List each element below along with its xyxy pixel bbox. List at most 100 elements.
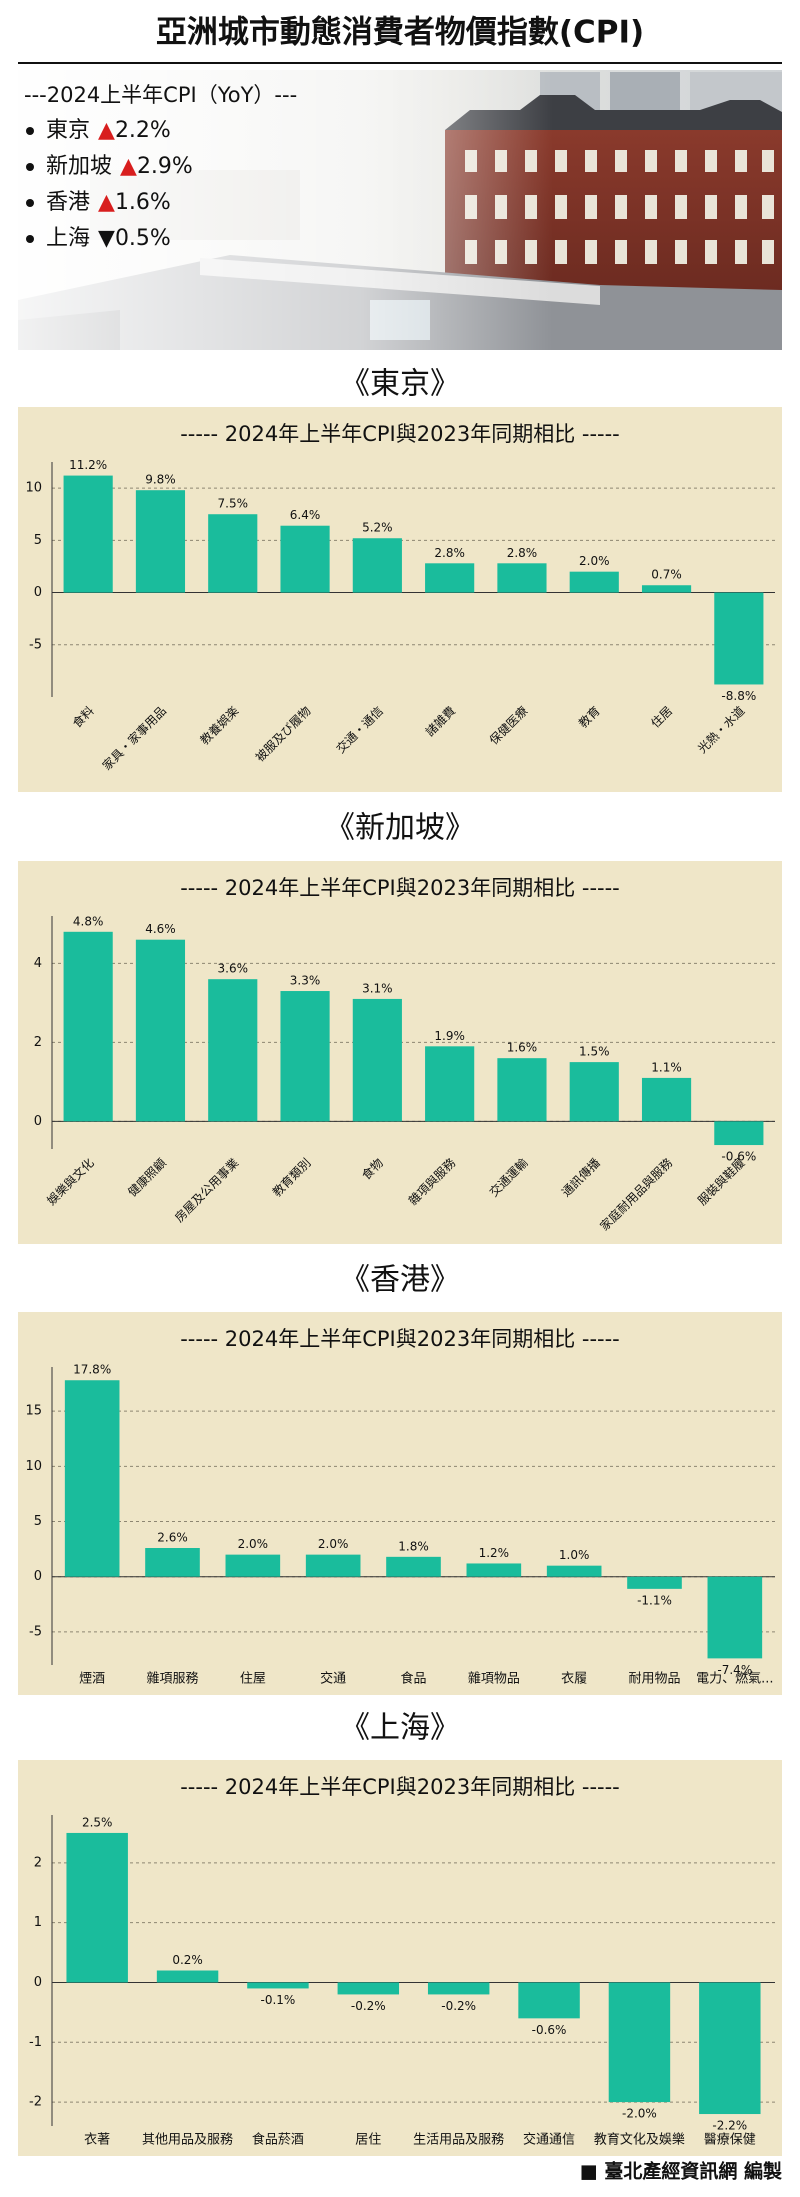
value-label: 7.5% [218, 497, 249, 511]
x-tick-label: 醫療保健 [704, 2133, 756, 2148]
bar [546, 1565, 602, 1577]
bar [337, 1982, 400, 1995]
bar [569, 1062, 619, 1122]
value-label: 4.6% [145, 922, 176, 936]
y-tick-label: 5 [34, 1514, 42, 1529]
value-label: 6.4% [290, 508, 321, 522]
page-title: 亞洲城市動態消費者物價指數(CPI) [156, 15, 644, 51]
value-label: 2.6% [157, 1531, 188, 1545]
x-tick-label: 居住 [355, 2133, 381, 2148]
x-tick-label: 雜項物品 [468, 1672, 520, 1687]
x-tick-label: 食品菸酒 [252, 2132, 304, 2148]
bar [66, 1832, 128, 1983]
bar [608, 1982, 671, 2103]
footer-credit: ■ 臺北產經資訊網 編製 [580, 2160, 782, 2183]
x-tick-label: 雜項服務 [146, 1672, 198, 1687]
x-tick-label: 衣履 [561, 1671, 587, 1687]
value-label: 1.0% [559, 1548, 590, 1562]
bar [707, 1576, 763, 1659]
bullet [26, 235, 34, 243]
chart-title: ----- 2024年上半年CPI與2023年同期相比 ----- [180, 422, 620, 446]
bar [135, 490, 186, 593]
summary-row: 東京 ▲2.2% [46, 118, 171, 143]
chart-heading: 《新加坡》 [325, 811, 475, 846]
x-tick-label: 煙酒 [79, 1672, 105, 1687]
value-label: -8.8% [721, 689, 756, 703]
change: 0.5% [115, 226, 171, 251]
value-label: 3.3% [290, 974, 321, 988]
bullet [26, 199, 34, 207]
bar [627, 1576, 682, 1589]
x-tick-label: 教育文化及娛樂 [594, 2132, 685, 2148]
charts: 《東京》 ----- 2024年上半年CPI與2023年同期相比 ----- -5 0… [18, 367, 782, 2156]
change: 2.2% [115, 118, 171, 143]
bar [63, 475, 113, 593]
y-tick-label: 0 [34, 1975, 42, 1990]
city: 東京 [46, 118, 90, 143]
x-tick-label: 交通 [320, 1671, 346, 1687]
value-label: 3.1% [362, 981, 393, 995]
y-tick-label: 0 [34, 585, 42, 600]
bar [569, 571, 619, 593]
marker: ▲ [98, 190, 115, 215]
bar [518, 1982, 580, 2019]
y-tick-label: 0 [34, 1569, 42, 1584]
value-label: -2.2% [712, 2119, 747, 2133]
value-label: -0.6% [532, 2023, 567, 2037]
bar [64, 1380, 120, 1577]
bar [247, 1982, 309, 1989]
change: 1.6% [115, 190, 171, 215]
x-tick-label: 電力、燃氣... [696, 1671, 773, 1687]
value-label: 1.8% [398, 1539, 429, 1553]
y-tick-label: -2 [29, 2095, 42, 2110]
city: 上海 [46, 226, 90, 251]
y-tick-label: 4 [34, 956, 42, 971]
bar [135, 939, 186, 1122]
y-tick-label: 10 [25, 1459, 42, 1474]
value-label: 2.5% [82, 1815, 113, 1829]
value-label: 1.5% [579, 1045, 610, 1059]
chart-heading: 《上海》 [340, 1711, 460, 1746]
y-tick-label: 1 [34, 1915, 42, 1930]
value-label: 2.0% [579, 554, 610, 568]
value-label: 2.8% [507, 546, 538, 560]
bar [208, 514, 258, 593]
y-tick-label: -1 [29, 2035, 42, 2050]
bar [699, 1982, 761, 2115]
value-label: -7.4% [717, 1663, 752, 1677]
bar [63, 931, 113, 1122]
value-label: 2.0% [318, 1537, 349, 1551]
value-label: 0.2% [172, 1953, 203, 1967]
value-label: 1.2% [479, 1546, 510, 1560]
summary-row: 香港 ▲1.6% [46, 190, 171, 215]
header-photo [18, 70, 782, 350]
value-label: -0.6% [721, 1150, 756, 1164]
value-label: -1.1% [637, 1593, 672, 1607]
bar [466, 1563, 522, 1577]
bar [145, 1548, 200, 1577]
x-tick-label: 交通通信 [523, 2132, 575, 2148]
value-label: 1.1% [651, 1060, 682, 1074]
value-label: -2.0% [622, 2107, 657, 2121]
y-tick-label: 0 [34, 1114, 42, 1129]
bar [714, 1121, 764, 1146]
bar [386, 1556, 441, 1577]
bar [156, 1970, 219, 1983]
y-tick-label: -5 [29, 1624, 42, 1639]
chart-title: ----- 2024年上半年CPI與2023年同期相比 ----- [180, 876, 620, 900]
chart-title: ----- 2024年上半年CPI與2023年同期相比 ----- [180, 1775, 620, 1799]
bar [352, 538, 402, 593]
x-tick-label: 其他用品及服務 [142, 2133, 233, 2148]
bar [305, 1554, 361, 1577]
value-label: -0.2% [351, 1999, 386, 2013]
value-label: 1.6% [507, 1041, 538, 1055]
marker: ▲ [98, 118, 115, 143]
bar [425, 563, 475, 593]
chart-heading: 《香港》 [340, 1263, 460, 1298]
value-label: 11.2% [69, 458, 107, 472]
value-label: 17.8% [73, 1363, 111, 1377]
bar [497, 1058, 547, 1122]
bar [280, 991, 330, 1122]
bar [427, 1982, 490, 1995]
bar [641, 1077, 692, 1122]
